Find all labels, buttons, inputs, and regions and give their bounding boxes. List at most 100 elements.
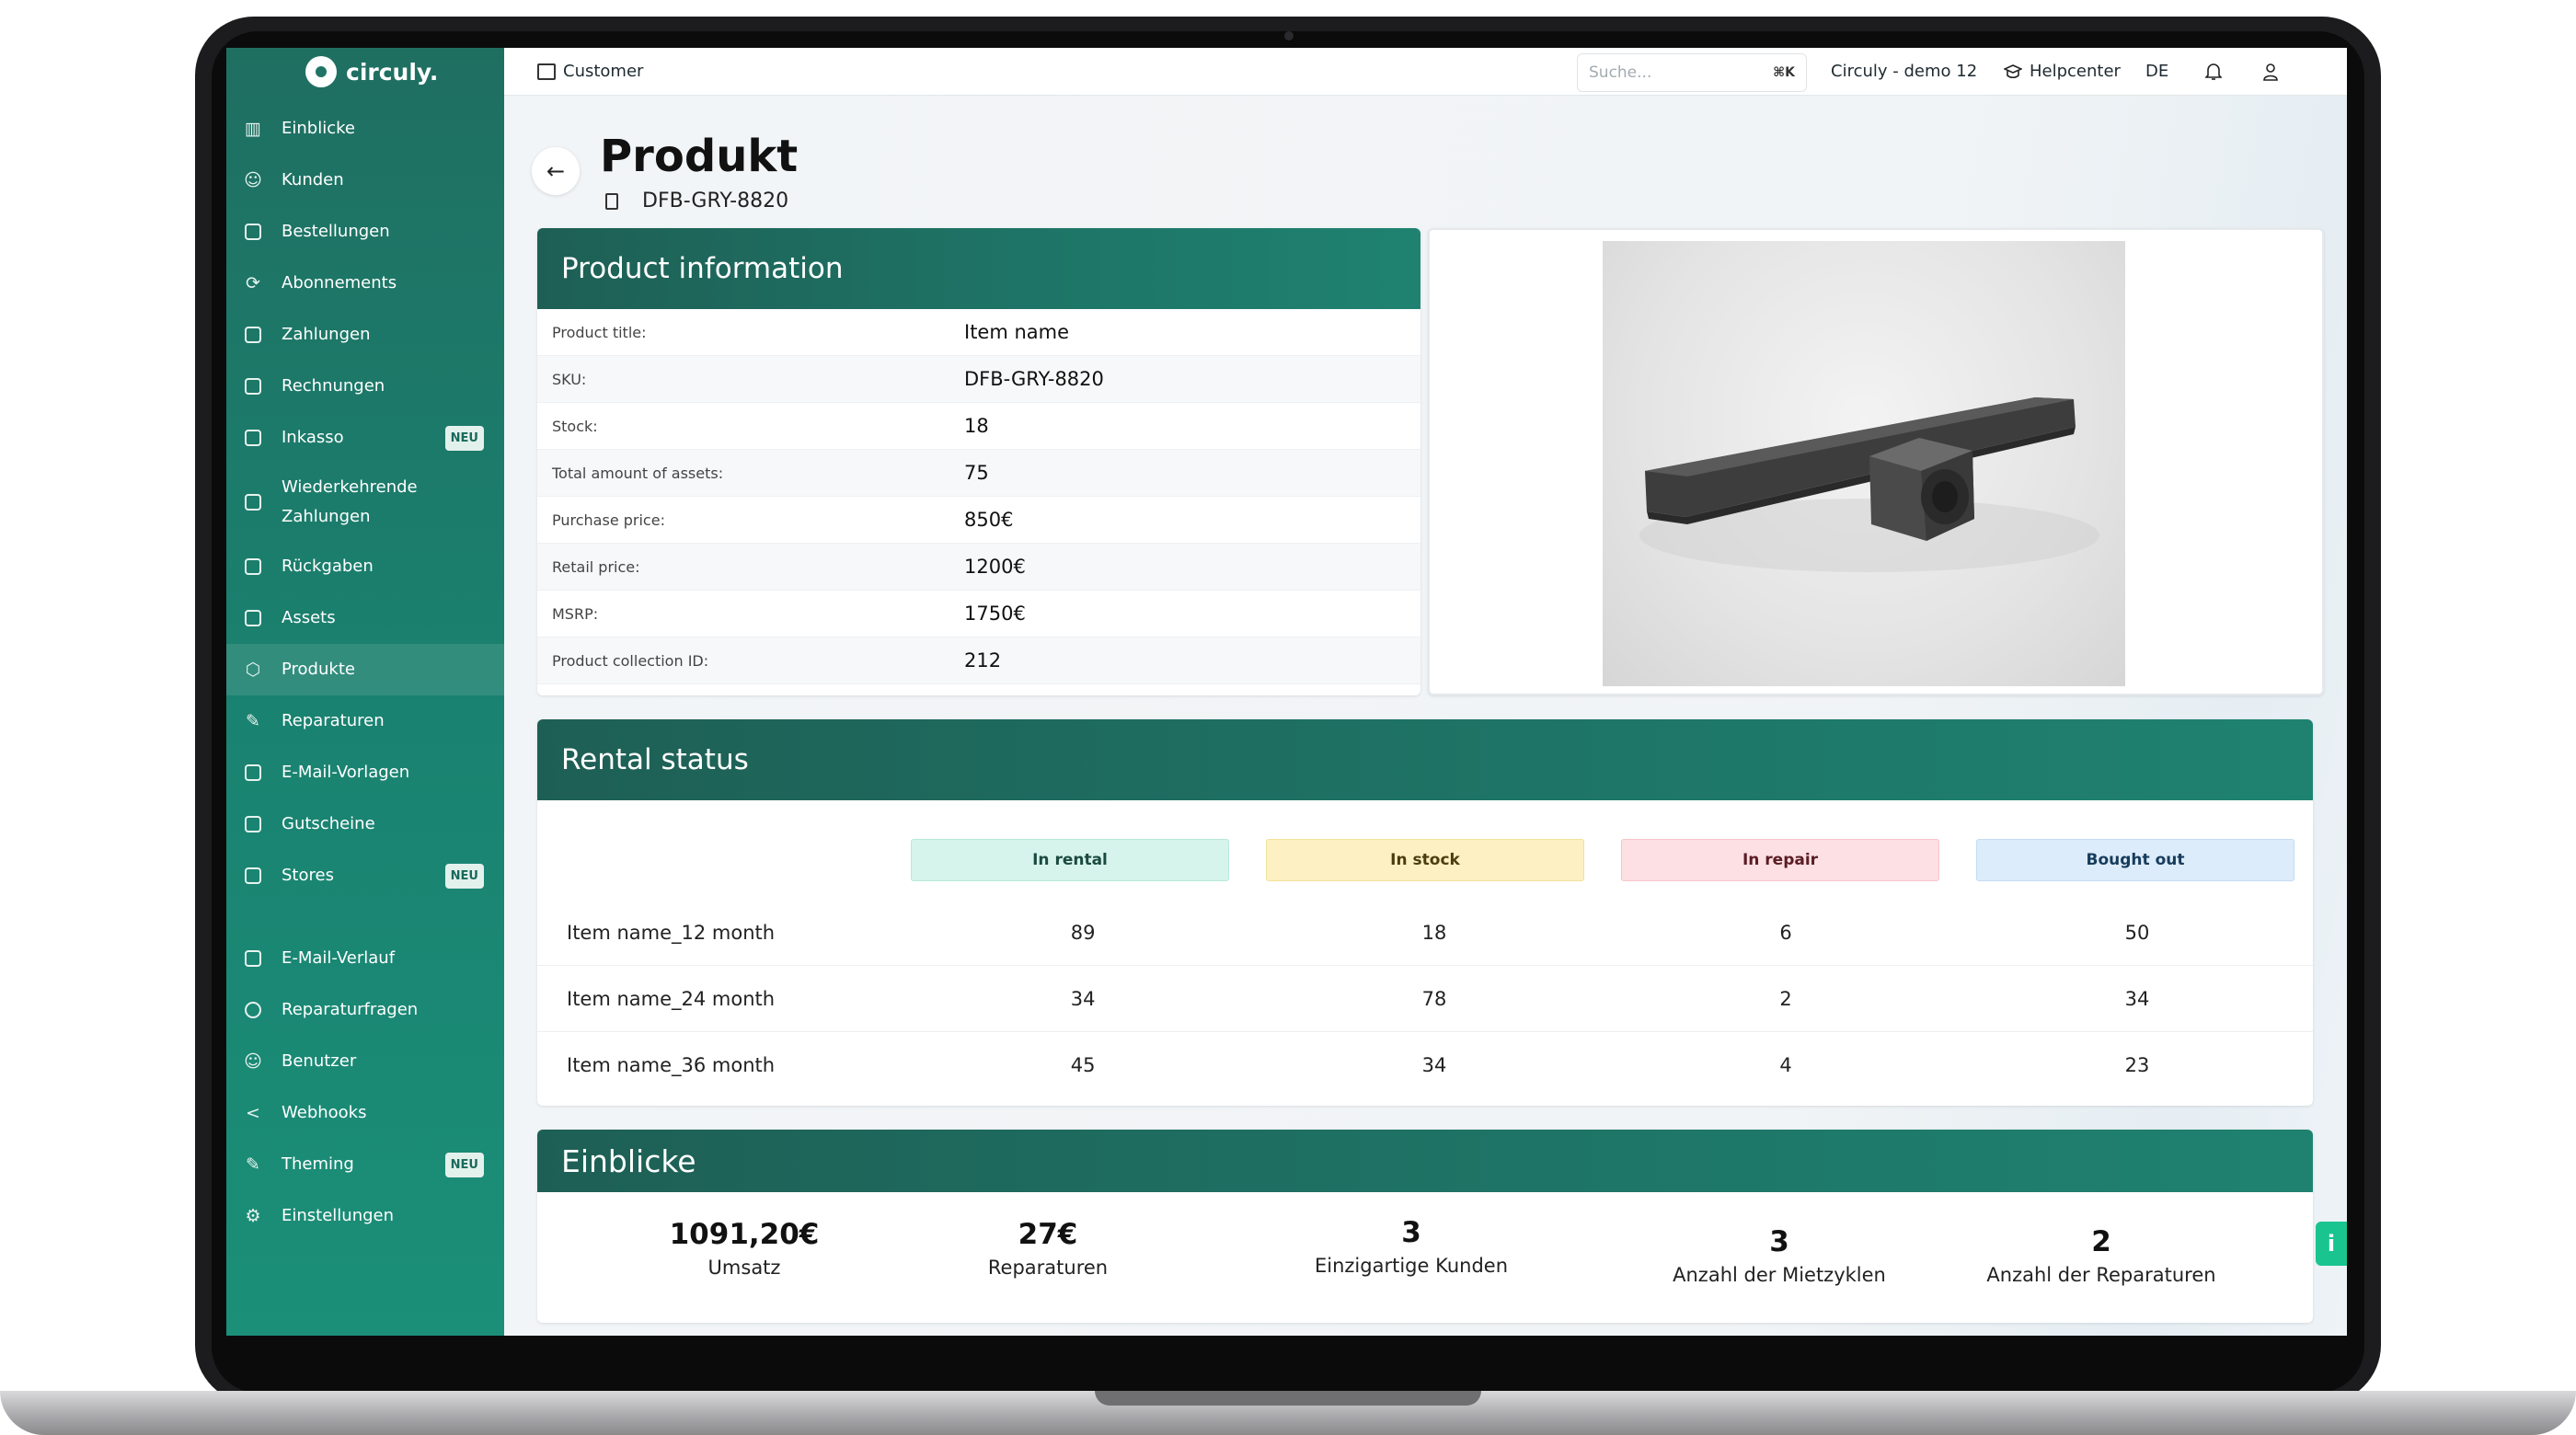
cell-in-rental: 34 <box>1070 987 1096 1010</box>
kpi-label: Anzahl der Reparaturen <box>1986 1264 2216 1286</box>
kpi-label: Anzahl der Mietzyklen <box>1673 1264 1886 1286</box>
rental-status-header: In rental In stock In repair Bought out <box>911 839 2294 881</box>
sidebar-item-email-vorlagen[interactable]: E-Mail-Vorlagen <box>226 747 504 798</box>
sidebar-item-email-verlauf[interactable]: E-Mail-Verlauf <box>226 933 504 984</box>
sidebar-item-label: Einblicke <box>282 119 355 138</box>
cell-in-stock: 78 <box>1421 987 1447 1010</box>
info-icon: i <box>2327 1231 2336 1257</box>
info-key: Product title: <box>552 323 647 341</box>
info-value: Item name <box>964 321 1070 343</box>
recurring-payment-icon <box>245 494 261 511</box>
voucher-icon <box>245 816 261 832</box>
cell-in-repair: 6 <box>1779 921 1792 944</box>
helpcenter-link[interactable]: Helpcenter <box>2004 62 2121 81</box>
info-value: 1750€ <box>964 603 1026 625</box>
sidebar-item-gutscheine[interactable]: Gutscheine <box>226 798 504 850</box>
sidebar-item-label: Kunden <box>282 170 344 189</box>
info-tab-button[interactable]: i <box>2316 1222 2347 1266</box>
page-subtitle: DFB-GRY-8820 <box>605 189 788 212</box>
table-row: Retail price: 1200€ <box>537 544 1420 591</box>
sidebar-item-reparaturfragen[interactable]: Reparaturfragen <box>226 984 504 1036</box>
logo-mark-icon <box>305 56 337 87</box>
new-badge: NEU <box>444 863 484 889</box>
sidebar-item-einblicke[interactable]: ▥ Einblicke <box>226 103 504 155</box>
status-badge-in-stock: In stock <box>1266 839 1584 881</box>
cell-bought-out: 50 <box>2124 921 2150 944</box>
sidebar-item-label: Rechnungen <box>282 376 385 396</box>
kpi-repair-count: 2 Anzahl der Reparaturen <box>1954 1225 2248 1286</box>
product-info-table: Product title: Item name SKU: DFB-GRY-8820… <box>537 309 1420 684</box>
product-image-card <box>1428 228 2324 695</box>
account-switcher[interactable]: Circuly - demo 12 <box>1831 62 1977 81</box>
graduation-cap-icon <box>2004 63 2022 81</box>
sidebar-item-inkasso[interactable]: Inkasso NEU <box>226 412 504 464</box>
sidebar-item-theming[interactable]: ✎ Theming NEU <box>226 1139 504 1190</box>
user-menu-button[interactable] <box>2261 63 2280 81</box>
sidebar-divider <box>226 901 504 933</box>
search-input[interactable] <box>1589 63 1754 82</box>
search-box[interactable]: ⌘K <box>1577 53 1807 92</box>
info-value: 212 <box>964 649 1002 672</box>
insights-card: Einblicke 1091,20€ Umsatz 27€ Reparature… <box>537 1130 2313 1323</box>
sidebar-item-abonnements[interactable]: ⟳ Abonnements <box>226 258 504 309</box>
sidebar-item-rechnungen[interactable]: Rechnungen <box>226 361 504 412</box>
sidebar-item-label: Theming <box>282 1154 354 1174</box>
sidebar-item-wiederkehrende-zahlungen[interactable]: Wiederkehrende Zahlungen <box>226 464 504 541</box>
mail-history-icon <box>245 950 261 967</box>
search-shortcut: ⌘K <box>1773 65 1795 80</box>
logo[interactable]: circuly. <box>305 52 438 92</box>
sidebar-item-label: Zahlungen <box>282 325 371 344</box>
kpi-repairs-cost: 27€ Reparaturen <box>933 1218 1163 1279</box>
cell-bought-out: 34 <box>2124 987 2150 1010</box>
info-value: 75 <box>964 462 989 484</box>
table-row: Product collection ID: 212 <box>537 637 1420 684</box>
language-switcher[interactable]: DE <box>2145 62 2168 81</box>
kpi-value: 1091,20€ <box>669 1218 820 1251</box>
sidebar-item-webhooks[interactable]: < Webhooks <box>226 1087 504 1139</box>
notifications-button[interactable] <box>2204 63 2223 81</box>
sidebar-item-bestellungen[interactable]: Bestellungen <box>226 206 504 258</box>
new-badge: NEU <box>444 1152 484 1177</box>
sidebar-item-label: Reparaturen <box>282 711 385 730</box>
breadcrumb[interactable]: Customer <box>537 62 643 81</box>
logo-text: circuly. <box>346 58 439 86</box>
insights-heading: Einblicke <box>537 1130 2313 1192</box>
share-icon: < <box>246 1103 260 1123</box>
question-icon <box>245 1002 261 1018</box>
kpi-label: Umsatz <box>707 1257 781 1279</box>
rental-status-table: Item name_12 month 89 18 6 50 Item name_… <box>537 900 2313 1098</box>
cell-in-rental: 45 <box>1070 1054 1096 1076</box>
sidebar-item-zahlungen[interactable]: Zahlungen <box>226 309 504 361</box>
gear-icon: ⚙ <box>245 1206 261 1226</box>
sidebar-item-rueckgaben[interactable]: Rückgaben <box>226 541 504 592</box>
credit-card-icon <box>245 327 261 343</box>
sidebar-item-label: E-Mail-Vorlagen <box>282 763 410 782</box>
user-icon <box>2261 63 2280 81</box>
info-key: Purchase price: <box>552 511 665 529</box>
bar-chart-icon: ▥ <box>245 119 261 139</box>
cell-in-repair: 2 <box>1779 987 1792 1010</box>
sidebar-item-label: Inkasso <box>282 428 344 447</box>
sidebar-item-produkte[interactable]: ⬡ Produkte <box>226 644 504 695</box>
cell-bought-out: 23 <box>2124 1054 2150 1076</box>
bell-icon <box>2204 63 2223 81</box>
topbar: Customer ⌘K Circuly - demo 12 Helpcenter… <box>504 48 2347 96</box>
kpi-value: 3 <box>1401 1216 1421 1249</box>
sidebar-item-einstellungen[interactable]: ⚙ Einstellungen <box>226 1190 504 1242</box>
sidebar-item-stores[interactable]: Stores NEU <box>226 850 504 901</box>
kpi-label: Einzigartige Kunden <box>1315 1255 1508 1277</box>
sidebar-item-benutzer[interactable]: ☺ Benutzer <box>226 1036 504 1087</box>
document-icon <box>245 378 261 395</box>
back-button[interactable]: ← <box>532 147 580 195</box>
kpi-value: 27€ <box>1018 1218 1078 1251</box>
sidebar-item-reparaturen[interactable]: ✎ Reparaturen <box>226 695 504 747</box>
sidebar-item-kunden[interactable]: ☺ Kunden <box>226 155 504 206</box>
table-row: Purchase price: 850€ <box>537 497 1420 544</box>
sidebar-item-assets[interactable]: Assets <box>226 592 504 644</box>
clipboard-icon[interactable] <box>605 192 618 210</box>
sidebar-item-label: Gutscheine <box>282 814 375 833</box>
sidebar: circuly. ▥ Einblicke ☺ Kunden Bestellungen… <box>226 48 504 1336</box>
helpcenter-label: Helpcenter <box>2030 62 2121 81</box>
cell-in-stock: 34 <box>1421 1054 1447 1076</box>
sidebar-item-label: Assets <box>282 608 336 627</box>
